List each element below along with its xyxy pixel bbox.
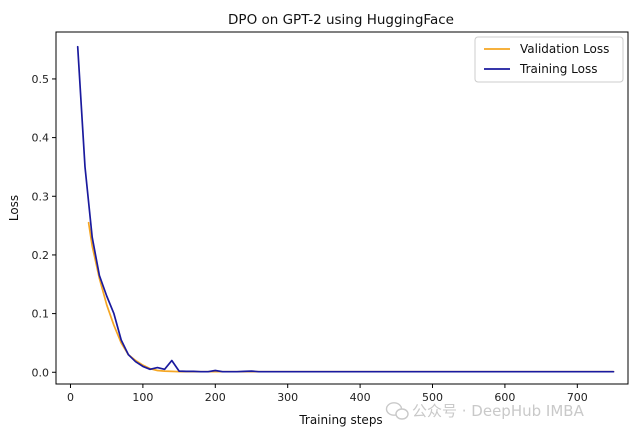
plot-frame — [55, 31, 629, 385]
legend-label: Training Loss — [519, 62, 597, 76]
y-tick-label: 0.3 — [32, 190, 50, 203]
legend-label: Validation Loss — [520, 42, 609, 56]
x-tick-label: 0 — [67, 391, 74, 404]
y-tick-label: 0.5 — [32, 73, 50, 86]
x-tick-label: 700 — [567, 391, 588, 404]
plot-area — [76, 45, 615, 373]
series-line-training-loss — [76, 45, 615, 373]
wechat-icon — [385, 402, 409, 420]
x-axis-title: Training steps — [298, 413, 382, 427]
axes: 0 100 200 300 400 500 600 700 0.0 0.1 0.2 0.3 0.4 0.5 — [32, 73, 588, 404]
x-tick-label: 500 — [422, 391, 443, 404]
y-tick-label: 0.1 — [32, 308, 50, 321]
y-tick-label: 0.4 — [32, 132, 50, 145]
watermark-text: 公众号 · DeepHub IMBA — [412, 402, 585, 420]
x-tick-label: 600 — [494, 391, 515, 404]
y-tick-label: 0.0 — [32, 366, 50, 379]
series-line-validation-loss — [87, 221, 615, 373]
watermark: 公众号 · DeepHub IMBA — [385, 402, 585, 420]
y-axis-title: Loss — [7, 195, 21, 221]
x-tick-label: 100 — [132, 391, 153, 404]
x-tick-label: 400 — [350, 391, 371, 404]
y-tick-label: 0.2 — [32, 249, 50, 262]
legend: Validation Loss Training Loss — [474, 36, 624, 83]
legend-box — [474, 36, 624, 83]
x-tick-label: 300 — [277, 391, 298, 404]
chart-title: DPO on GPT-2 using HuggingFace — [228, 12, 454, 28]
x-tick-label: 200 — [205, 391, 226, 404]
